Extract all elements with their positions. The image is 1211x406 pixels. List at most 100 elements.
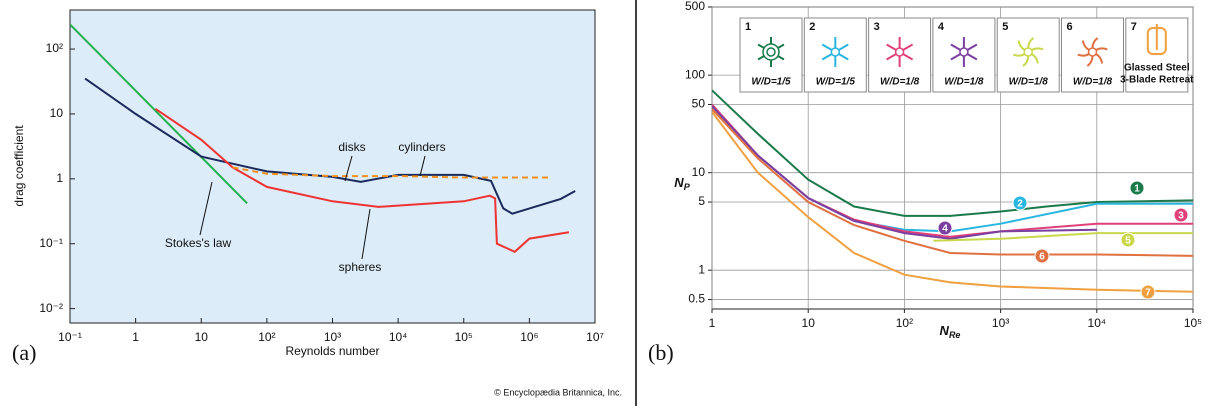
impeller-blade <box>821 53 833 61</box>
x-axis-label: NRe <box>940 323 961 340</box>
series-annotation: disks <box>338 140 365 154</box>
legend-note: W/D=1/5 <box>751 77 791 88</box>
legend-note: Glassed Steel <box>1124 63 1190 74</box>
series-marker <box>1034 248 1050 264</box>
y-tick-label: 0.5 <box>688 292 705 306</box>
series-line <box>933 232 1193 242</box>
series-line <box>70 23 248 205</box>
legend-number: 4 <box>938 21 945 33</box>
series-line <box>712 89 1193 217</box>
y-tick-label: 500 <box>685 0 705 13</box>
x-tick-label: 10⁵ <box>455 330 473 344</box>
legend-number: 7 <box>1131 21 1137 33</box>
impeller-blade <box>886 53 897 61</box>
plot-area <box>69 9 596 324</box>
x-axis-label-sub: Re <box>949 330 961 340</box>
panel-label: (a) <box>12 340 36 365</box>
series-line <box>712 105 1097 240</box>
legend-note: 3-Blade Retreat <box>1120 75 1194 86</box>
y-axis-label: drag coefficient <box>12 125 26 207</box>
x-tick-label: 10⁵ <box>1184 316 1202 330</box>
legend-note: W/D=1/8 <box>1009 77 1049 88</box>
series-annotation: spheres <box>339 260 382 274</box>
leader-line <box>344 155 353 182</box>
series-marker-label: 2 <box>1017 199 1023 210</box>
legend-note: W/D=1/8 <box>1073 77 1113 88</box>
impeller-blade <box>1031 47 1044 51</box>
series-marker <box>1120 232 1136 248</box>
x-tick-label: 10³ <box>992 316 1009 330</box>
legend-number: 3 <box>874 21 880 33</box>
x-tick-label: 10⁴ <box>389 330 408 344</box>
series-annotation: cylinders <box>398 140 445 154</box>
leader-line <box>419 155 426 177</box>
series-line <box>232 166 550 179</box>
credit: © Encyclopædia Britannica, Inc. <box>494 387 622 397</box>
series-line <box>84 77 576 215</box>
impeller-blade <box>838 43 849 51</box>
series-line <box>712 108 1193 257</box>
impeller-blade <box>777 43 785 49</box>
x-tick-label: 1 <box>709 316 716 330</box>
series-marker <box>1140 284 1156 300</box>
impeller-blade <box>777 55 785 61</box>
x-tick-label: 10⁻¹ <box>58 330 82 344</box>
x-tick-label: 10 <box>195 330 209 344</box>
y-tick-label: 10² <box>46 41 63 55</box>
impeller-blade <box>838 53 849 61</box>
series-marker <box>1129 180 1145 196</box>
series-marker-label: 5 <box>1125 236 1131 247</box>
impeller-blade <box>757 43 765 49</box>
legend-note: W/D=1/8 <box>880 77 920 88</box>
series-marker-label: 7 <box>1145 288 1151 299</box>
legend-box <box>996 17 1060 93</box>
legend-number: 1 <box>745 21 751 33</box>
y-tick-label: 1 <box>56 171 63 185</box>
x-tick-label: 10³ <box>324 330 341 344</box>
impeller-blade <box>821 43 833 51</box>
x-tick-label: 10² <box>258 330 275 344</box>
y-tick-label: 1 <box>698 262 705 276</box>
y-tick-label: 10⁻² <box>39 301 63 315</box>
impeller-blade <box>1086 55 1094 67</box>
impeller-blade <box>1027 37 1034 49</box>
series-marker-label: 4 <box>942 224 948 235</box>
series-marker-label: 1 <box>1134 184 1140 195</box>
impeller-blade <box>966 43 978 51</box>
y-tick-label: 10 <box>50 106 64 120</box>
x-tick-label: 10 <box>802 316 816 330</box>
x-axis-label-main: N <box>940 323 950 338</box>
impeller-blade <box>757 55 765 61</box>
impeller-hub <box>766 47 776 57</box>
impeller-blade <box>902 43 914 51</box>
impeller-blade <box>966 53 978 61</box>
impeller-blade <box>1022 55 1030 67</box>
impeller-blade <box>1095 47 1108 51</box>
series-annotation: Stokes's law <box>165 236 232 250</box>
legend-note: W/D=1/5 <box>816 77 856 88</box>
y-tick-label: 10⁻¹ <box>39 236 63 250</box>
series-marker <box>937 220 953 236</box>
impeller-blade <box>1013 53 1026 57</box>
impeller-blade <box>902 53 914 61</box>
x-axis-label: Reynolds number <box>285 344 379 358</box>
series-marker-label: 3 <box>1178 211 1184 222</box>
y-tick-label: 5 <box>698 194 705 208</box>
impeller-blade <box>1095 53 1104 64</box>
y-tick-label: 100 <box>685 67 705 81</box>
legend-box <box>1061 17 1124 93</box>
y-axis-label: NP <box>674 175 690 192</box>
legend-number: 2 <box>809 21 815 33</box>
series-marker <box>1173 207 1189 223</box>
impeller-blade <box>1091 37 1099 49</box>
series-marker <box>1012 195 1028 211</box>
impeller-blade <box>1017 40 1026 51</box>
y-axis-label-sub: P <box>684 182 691 192</box>
panel-label: (b) <box>648 340 674 365</box>
impeller-blade <box>1031 53 1039 64</box>
impeller-blade <box>950 43 961 51</box>
x-tick-label: 1 <box>132 330 139 344</box>
legend-box <box>932 17 996 93</box>
series-marker-label: 6 <box>1039 252 1045 263</box>
